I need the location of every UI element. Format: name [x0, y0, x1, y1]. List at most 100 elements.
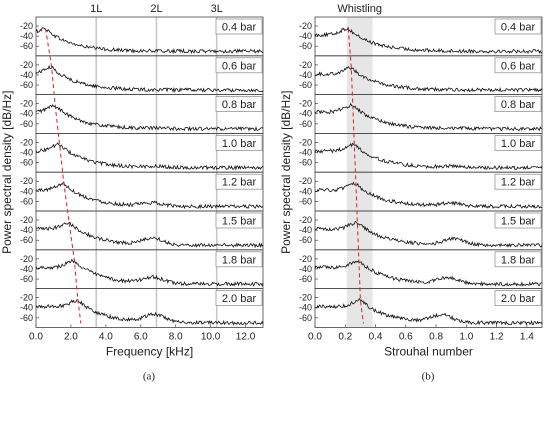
whistling-annotation: Whistling: [337, 3, 382, 15]
series-label-box: [494, 290, 542, 306]
series-label-box: [494, 173, 542, 190]
series-label-box: [215, 290, 263, 306]
y-tick-label: -60: [299, 80, 312, 90]
series-label: 1.0 bar: [222, 138, 257, 150]
spectrum-1.0-bar: [35, 142, 264, 171]
peak-track-line: [347, 28, 364, 324]
spectrum-1.8-bar: [314, 259, 543, 287]
series-label-box: [494, 135, 542, 151]
spectrum-0.4-bar: [35, 27, 264, 55]
series-label: 0.4 bar: [501, 22, 536, 34]
series-label-box: [215, 135, 263, 151]
top-label-3L: 3L: [211, 3, 223, 15]
y-tick-label: -40: [20, 31, 33, 41]
spectrum-1.5-bar: [314, 220, 543, 248]
x-axis-label: Strouhal number: [384, 344, 473, 358]
y-tick-label: -60: [299, 313, 312, 323]
series-label: 0.4 bar: [222, 22, 257, 34]
y-tick-label: -20: [20, 293, 33, 303]
spectrum-2.0-bar: [314, 297, 543, 326]
x-axis-label: Frequency [kHz]: [106, 344, 193, 358]
y-tick-label: -60: [20, 158, 33, 168]
series-label: 0.8 bar: [501, 99, 536, 111]
y-tick-label: -20: [299, 293, 312, 303]
series-label: 1.2 bar: [222, 177, 257, 189]
y-tick-label: -40: [299, 186, 312, 196]
y-tick-label: -60: [299, 158, 312, 168]
spectrum-1.8-bar: [35, 258, 264, 287]
x-tick-label: 12.0: [236, 331, 256, 342]
series-label: 2.0 bar: [501, 293, 536, 305]
y-tick-label: -20: [299, 254, 312, 264]
y-tick-label: -20: [299, 99, 312, 109]
series-label-box: [215, 173, 263, 190]
y-tick-label: -60: [20, 41, 33, 51]
y-tick-label: -40: [20, 303, 33, 313]
y-tick-label: -20: [20, 21, 33, 31]
x-tick-label: 0.8: [429, 331, 443, 342]
y-tick-label: -60: [20, 274, 33, 284]
panel-b: Whistling-20-40-600.4 bar-20-40-600.6 ba…: [279, 3, 543, 382]
y-tick-label: -40: [20, 109, 33, 119]
y-tick-label: -40: [299, 264, 312, 274]
x-tick-label: 2.0: [64, 331, 78, 342]
y-tick-label: -60: [20, 235, 33, 245]
panel-caption: (a): [143, 370, 156, 382]
x-tick-label: 0.6: [399, 331, 413, 342]
x-tick-label: 1.0: [459, 331, 473, 342]
x-tick-label: 0.4: [369, 331, 383, 342]
series-label: 1.5 bar: [222, 216, 257, 228]
x-tick-label: 10.0: [201, 331, 221, 342]
series-label-box: [215, 96, 263, 112]
top-label-2L: 2L: [150, 3, 162, 15]
series-label: 1.8 bar: [501, 254, 536, 266]
series-label: 1.8 bar: [222, 254, 257, 266]
y-tick-label: -20: [299, 215, 312, 225]
y-tick-label: -60: [299, 41, 312, 51]
spectrum-1.5-bar: [35, 221, 264, 249]
series-label: 1.0 bar: [501, 138, 536, 150]
spectrum-1.0-bar: [314, 142, 543, 171]
x-tick-label: 0.0: [29, 331, 43, 342]
series-label: 0.6 bar: [222, 60, 257, 72]
y-tick-label: -60: [20, 119, 33, 129]
y-tick-label: -40: [299, 70, 312, 80]
spectrum-1.2-bar: [314, 181, 543, 209]
y-tick-label: -40: [299, 31, 312, 41]
series-label: 1.2 bar: [501, 177, 536, 189]
series-label-box: [494, 57, 542, 74]
y-tick-label: -60: [299, 119, 312, 129]
y-tick-label: -60: [299, 196, 312, 206]
y-tick-label: -40: [299, 148, 312, 158]
y-tick-label: -40: [299, 109, 312, 119]
spectrum-0.8-bar: [35, 104, 264, 132]
x-tick-label: 1.4: [520, 331, 534, 342]
y-axis-label: Power spectral density [dB/Hz]: [279, 90, 293, 253]
y-tick-label: -20: [299, 60, 312, 70]
y-tick-label: -40: [299, 303, 312, 313]
peak-track-line: [45, 28, 82, 324]
y-tick-label: -20: [20, 215, 33, 225]
x-tick-label: 0.0: [308, 331, 322, 342]
spectrum-0.6-bar: [35, 64, 264, 93]
spectrum-0.6-bar: [314, 65, 543, 93]
series-label: 0.8 bar: [222, 99, 257, 111]
y-tick-label: -20: [299, 21, 312, 31]
spectrum-0.4-bar: [314, 26, 543, 55]
y-tick-label: -20: [20, 176, 33, 186]
series-label-box: [494, 18, 542, 35]
y-tick-label: -40: [20, 225, 33, 235]
y-axis-label: Power spectral density [dB/Hz]: [0, 90, 14, 253]
y-tick-label: -60: [20, 80, 33, 90]
series-label-box: [494, 251, 542, 268]
series-label-box: [215, 18, 263, 35]
y-tick-label: -20: [20, 137, 33, 147]
y-tick-label: -60: [299, 235, 312, 245]
y-tick-label: -20: [20, 254, 33, 264]
y-tick-label: -20: [20, 60, 33, 70]
y-tick-label: -20: [299, 137, 312, 147]
x-tick-label: 4.0: [99, 331, 113, 342]
y-tick-label: -60: [20, 313, 33, 323]
series-label: 1.5 bar: [501, 216, 536, 228]
series-label-box: [494, 96, 542, 112]
